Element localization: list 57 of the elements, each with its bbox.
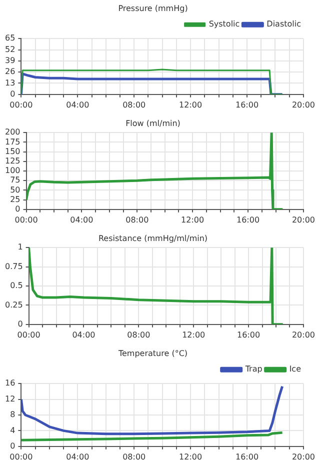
y-tick-label: 150 <box>4 146 20 156</box>
y-tick-label: 4 <box>10 426 16 435</box>
y-tick-label: 75 <box>10 176 20 185</box>
y-tick-label: 25 <box>10 194 20 204</box>
chart-title: Flow (ml/min) <box>126 118 180 128</box>
x-tick-label: 08:00 <box>126 215 149 224</box>
y-tick-label: 0 <box>10 441 16 450</box>
x-tick-label: 08:00 <box>122 100 146 110</box>
y-tick-label: 100 <box>4 166 20 176</box>
x-tick-label: 00:00 <box>14 215 38 224</box>
y-tick-label: 0 <box>15 204 20 214</box>
x-tick-label: 04:00 <box>70 215 94 224</box>
legend-label: Systolic <box>208 20 240 29</box>
chart-title: Temperature (°C) <box>117 348 188 358</box>
y-tick-label: 16 <box>4 378 16 388</box>
y-tick-label: 39 <box>4 56 16 65</box>
x-tick-label: 08:00 <box>127 330 150 340</box>
x-tick-label: 12:00 <box>182 330 206 340</box>
y-tick-label: 52 <box>4 44 16 54</box>
x-tick-label: 12:00 <box>181 215 204 224</box>
y-tick-label: 175 <box>4 137 20 146</box>
x-tick-label: 20:00 <box>292 215 316 224</box>
x-tick-label: 16:00 <box>236 215 260 224</box>
x-tick-label: 16:00 <box>235 100 259 110</box>
y-tick-label: 0 <box>10 89 16 98</box>
x-tick-label: 04:00 <box>66 452 90 462</box>
y-tick-label: 50 <box>10 185 20 194</box>
legend-label: Ice <box>289 364 302 374</box>
y-tick-label: 13 <box>4 78 16 88</box>
y-tick-label: 1 <box>18 242 23 252</box>
x-tick-label: 12:00 <box>179 452 202 462</box>
y-tick-label: 0.5 <box>10 281 23 290</box>
x-tick-label: 04:00 <box>66 100 90 110</box>
x-tick-label: 08:00 <box>122 452 146 462</box>
y-tick-label: 0.75 <box>5 262 23 271</box>
x-tick-label: 12:00 <box>179 100 202 110</box>
chart-title: Pressure (mmHg) <box>118 4 188 13</box>
legend-label: Diastolic <box>266 20 301 29</box>
x-tick-label: 20:00 <box>292 452 316 462</box>
y-tick-label: 12 <box>4 394 16 404</box>
y-tick-label: 26 <box>4 67 16 76</box>
legend-label: Trap <box>244 364 262 374</box>
x-tick-label: 00:00 <box>10 452 33 462</box>
y-tick-label: 8 <box>10 410 16 420</box>
chart-title: Resistance (mmHg/ml/min) <box>98 234 208 243</box>
x-tick-label: 00:00 <box>10 100 33 110</box>
y-tick-label: 200 <box>4 128 20 137</box>
x-tick-label: 04:00 <box>72 330 96 340</box>
y-tick-label: 125 <box>4 156 20 166</box>
y-tick-label: 65 <box>4 34 16 43</box>
x-tick-label: 16:00 <box>237 330 260 340</box>
x-tick-label: 20:00 <box>292 100 316 110</box>
y-tick-label: 0 <box>18 319 23 328</box>
y-tick-label: 0.25 <box>5 300 23 310</box>
x-tick-label: 20:00 <box>292 330 316 340</box>
x-tick-label: 00:00 <box>17 330 40 340</box>
x-tick-label: 16:00 <box>235 452 259 462</box>
